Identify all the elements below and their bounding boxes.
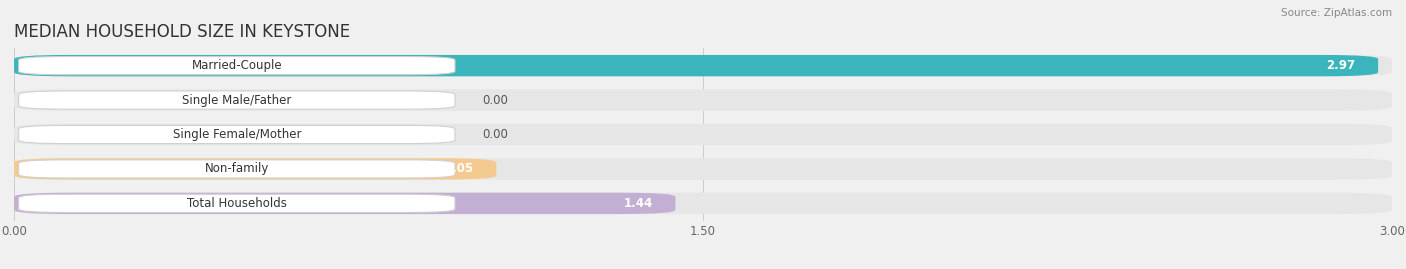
Text: 2.97: 2.97 [1326,59,1355,72]
FancyBboxPatch shape [14,124,1392,145]
FancyBboxPatch shape [18,194,456,213]
FancyBboxPatch shape [14,55,1392,76]
Text: Single Female/Mother: Single Female/Mother [173,128,301,141]
FancyBboxPatch shape [14,158,496,180]
FancyBboxPatch shape [14,193,675,214]
FancyBboxPatch shape [18,160,456,178]
Text: MEDIAN HOUSEHOLD SIZE IN KEYSTONE: MEDIAN HOUSEHOLD SIZE IN KEYSTONE [14,23,350,41]
Text: Total Households: Total Households [187,197,287,210]
FancyBboxPatch shape [18,91,456,109]
Text: 1.05: 1.05 [444,162,474,175]
Text: Non-family: Non-family [205,162,269,175]
FancyBboxPatch shape [18,125,456,144]
FancyBboxPatch shape [14,193,1392,214]
Text: 0.00: 0.00 [482,94,509,107]
Text: Single Male/Father: Single Male/Father [183,94,291,107]
Text: 1.44: 1.44 [623,197,652,210]
FancyBboxPatch shape [18,56,456,75]
FancyBboxPatch shape [14,158,1392,180]
FancyBboxPatch shape [14,55,1378,76]
Text: Source: ZipAtlas.com: Source: ZipAtlas.com [1281,8,1392,18]
FancyBboxPatch shape [14,89,1392,111]
Text: Married-Couple: Married-Couple [191,59,283,72]
Text: 0.00: 0.00 [482,128,509,141]
